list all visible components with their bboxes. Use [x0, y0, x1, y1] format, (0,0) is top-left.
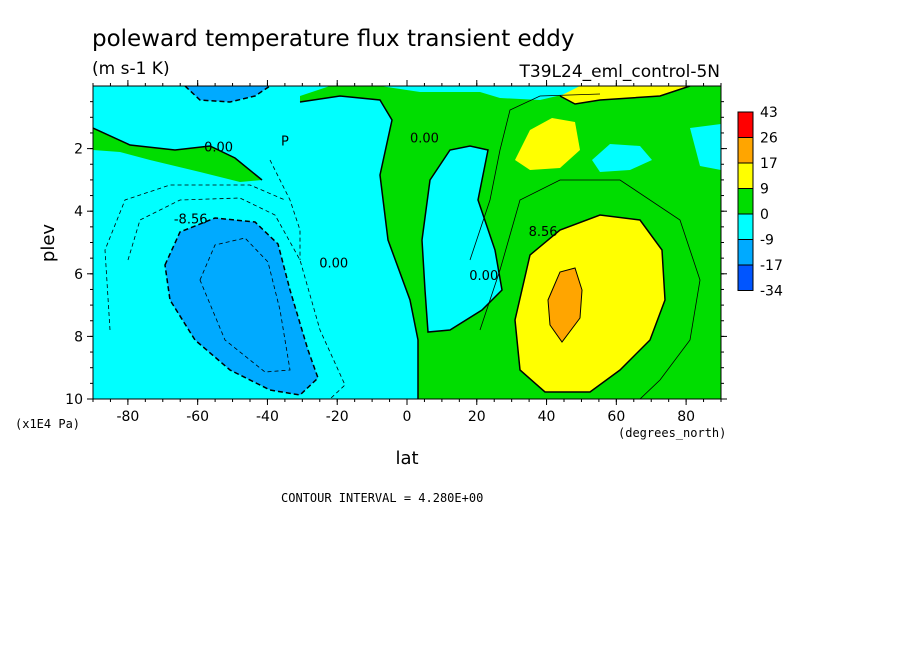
- x-tick-label: -80: [116, 409, 139, 425]
- dataset-label: T39L24_eml_control-5N: [519, 62, 720, 82]
- colorbar: 43 26 17 9 0 -9 -17 -34: [737, 105, 783, 300]
- fill-yellow-main: [515, 215, 665, 392]
- colorbar-label: -9: [760, 233, 774, 249]
- contour-lines: [93, 86, 701, 399]
- y-tick-label: 4: [74, 204, 83, 220]
- contour-label: P: [281, 134, 289, 149]
- x-axis-label: lat: [395, 448, 418, 469]
- colorbar-label: -34: [760, 284, 783, 300]
- fill-cyan-right-small: [592, 144, 652, 172]
- colorbar-label: 26: [760, 131, 778, 147]
- x-units: (degrees_north): [618, 426, 726, 440]
- y-axis-label: plev: [38, 224, 59, 263]
- fill-cyan-right-top: [690, 124, 721, 170]
- fill-yellow-top: [515, 118, 580, 170]
- colorbar-swatch: [737, 111, 754, 138]
- contour-label: 0.00: [410, 131, 439, 146]
- colorbar-label: 43: [760, 105, 778, 121]
- fill-negative-top: [185, 86, 270, 102]
- y-tick-label: 8: [74, 329, 83, 345]
- fill-yellow-topright: [560, 86, 690, 104]
- x-axis: -80 -60 -40 -20 0 20 40 60 80: [92, 80, 722, 425]
- colorbar-swatch: [737, 162, 754, 189]
- contour-interval: CONTOUR INTERVAL = 4.280E+00: [281, 491, 483, 505]
- y-tick-label: 2: [74, 142, 83, 158]
- x-tick-label: 80: [677, 409, 695, 425]
- colorbar-swatch: [737, 188, 754, 215]
- x-tick-label: 0: [403, 409, 412, 425]
- x-tick-label: -20: [326, 409, 349, 425]
- fill-orange-core: [548, 268, 582, 342]
- colorbar-label: 9: [760, 182, 769, 198]
- chart-units: (m s-1 K): [92, 59, 170, 79]
- colorbar-swatch: [737, 213, 754, 240]
- contour-label: -8.56: [174, 213, 208, 228]
- colorbar-label: 0: [760, 207, 769, 223]
- y-tick-label: 10: [65, 392, 83, 408]
- colorbar-label: 17: [760, 156, 778, 172]
- colorbar-label: -17: [760, 258, 783, 274]
- contour-labels: 0.00 0.00 0.00 0.00 -8.56 8.56 P: [174, 131, 558, 284]
- fill-positive-left-band: [93, 128, 262, 182]
- contour-label: 8.56: [529, 225, 558, 240]
- contour-fill: [93, 86, 721, 399]
- colorbar-swatch: [737, 239, 754, 266]
- x-tick-label: -60: [186, 409, 209, 425]
- y-axis: 2 4 6 8 10: [65, 101, 727, 408]
- contour-label: 0.00: [469, 269, 498, 284]
- contour-label: 0.00: [319, 257, 348, 272]
- chart-title: poleward temperature flux transient eddy: [92, 26, 574, 52]
- y-units: (x1E4 Pa): [15, 417, 80, 431]
- fill-negative-moderate: [165, 218, 318, 395]
- contour-label: 0.00: [204, 141, 233, 156]
- x-tick-label: -40: [256, 409, 279, 425]
- colorbar-swatch: [737, 264, 754, 291]
- x-tick-label: 40: [538, 409, 556, 425]
- x-tick-label: 60: [607, 409, 625, 425]
- colorbar-swatch: [737, 137, 754, 164]
- x-tick-label: 20: [468, 409, 486, 425]
- fill-cyan-island-center: [422, 146, 502, 332]
- y-tick-label: 6: [74, 267, 83, 283]
